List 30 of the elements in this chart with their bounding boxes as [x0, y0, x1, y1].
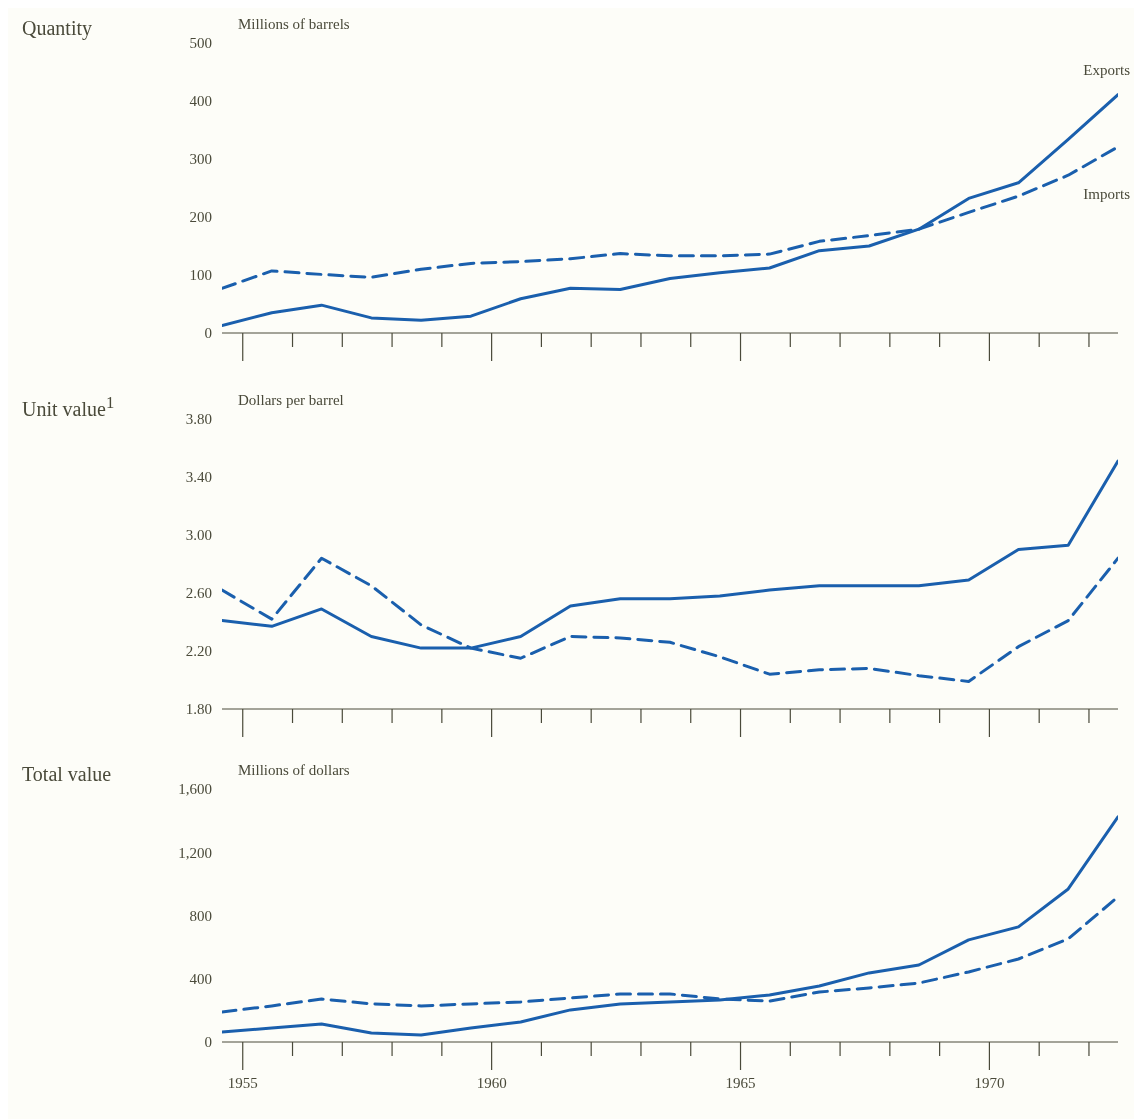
y-tick-label: 2.20 [185, 643, 212, 660]
chart-title: Total value [22, 763, 112, 786]
chart-title: Unit value$^{1}$ [22, 393, 115, 421]
y-tick-label: 300 [189, 151, 212, 168]
y-axis-title: Millions of barrels [238, 16, 350, 33]
x-tick-label: 1955 [227, 1075, 258, 1091]
x-tick-label: 1970 [974, 1075, 1005, 1091]
y-tick-label: 100 [189, 267, 212, 284]
y-tick-label: 200 [189, 209, 212, 226]
text: Quantity [22, 17, 92, 40]
y-tick-label: 1.80 [185, 701, 212, 718]
y-tick-label: 1,600 [178, 781, 212, 798]
y-tick-label: 400 [189, 971, 212, 988]
series-label: Exports [1083, 61, 1131, 78]
y-tick-label: 1,200 [178, 844, 212, 861]
x-tick-label: 1965 [725, 1075, 756, 1091]
y-tick-label: 0 [204, 325, 212, 342]
y-tick-label: 2.60 [185, 585, 212, 602]
y-tick-label: 500 [189, 35, 212, 52]
y-tick-label: 0 [204, 1034, 212, 1051]
y-tick-label: 400 [189, 93, 212, 110]
line-series [222, 815, 1118, 1037]
series-label: Imports [1083, 185, 1131, 202]
y-axis-title: Dollars per barrel [238, 392, 344, 409]
y-tick-label: 3.80 [185, 411, 212, 428]
y-tick-label: 800 [189, 907, 212, 924]
x-tick-label: 1960 [476, 1075, 507, 1091]
y-tick-label: 3.00 [185, 527, 212, 544]
y-tick-label: 3.40 [185, 469, 212, 486]
y-axis-title: Millions of dollars [238, 762, 350, 779]
